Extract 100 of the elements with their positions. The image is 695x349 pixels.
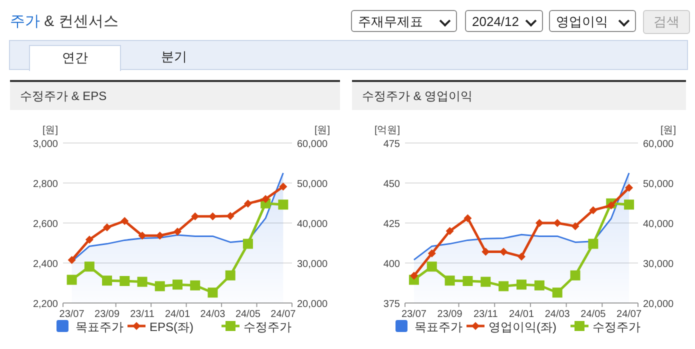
y2-tick-label: 50,000	[297, 179, 328, 190]
y2-tick-label: 40,000	[643, 219, 674, 230]
point	[500, 248, 508, 256]
y2-axis-title: [원]	[314, 125, 330, 136]
point	[535, 219, 544, 227]
y-tick-label: 375	[383, 299, 400, 310]
x-tick-label: 24/01	[164, 309, 190, 320]
point	[154, 281, 165, 292]
point	[426, 262, 437, 272]
point	[570, 270, 580, 280]
text: 영업이익	[549, 10, 636, 32]
y2-tick-label: 60,000	[297, 139, 328, 150]
legend-label: 목표주가	[76, 320, 124, 334]
legend-label: EPS(좌)	[150, 320, 194, 334]
point	[446, 227, 454, 235]
y-tick-label: 475	[383, 139, 400, 150]
point	[444, 276, 455, 286]
point	[172, 280, 182, 290]
point	[138, 232, 146, 240]
point	[498, 281, 509, 292]
y-tick-label: 400	[383, 259, 400, 270]
text: 주재무제표	[351, 10, 457, 32]
point	[279, 182, 288, 191]
point	[137, 276, 148, 287]
point	[464, 214, 472, 222]
point	[518, 252, 526, 261]
x-tick-label: 23/09	[437, 309, 463, 320]
x-tick-label: 24/03	[544, 309, 570, 320]
legend-label: 영업이익(좌)	[488, 320, 556, 334]
x-tick-label: 23/11	[474, 309, 498, 320]
x-tick-label: 23/11	[130, 309, 155, 320]
point	[85, 236, 94, 244]
point	[174, 228, 182, 236]
text: 분기	[160, 48, 188, 66]
point	[571, 222, 580, 230]
point	[589, 206, 598, 214]
point	[84, 262, 94, 272]
y-tick-label: 3,000	[32, 139, 58, 150]
legend-label: 수정주가	[244, 320, 292, 334]
text: 검색	[643, 10, 690, 34]
point	[191, 212, 200, 220]
y2-axis-title: [원]	[660, 125, 676, 136]
chart-title: 수정주가 & 영업이익	[362, 88, 473, 105]
point	[624, 200, 634, 210]
point	[68, 256, 76, 264]
text: 연간	[29, 45, 121, 71]
x-tick-label: 24/03	[200, 309, 226, 320]
y2-tick-label: 30,000	[643, 259, 674, 270]
chart-title: 수정주가 & EPS	[20, 88, 107, 105]
y2-tick-label: 30,000	[297, 259, 328, 270]
y2-tick-label: 60,000	[643, 139, 674, 150]
x-tick-label: 23/09	[94, 309, 120, 320]
point	[120, 276, 130, 286]
y2-tick-label: 20,000	[297, 299, 328, 310]
x-tick-label: 24/01	[508, 309, 534, 320]
point	[516, 280, 526, 290]
point	[480, 276, 491, 287]
point	[226, 212, 234, 220]
legend-label: 목표주가	[414, 320, 462, 334]
point	[225, 270, 236, 280]
point	[462, 276, 473, 286]
x-tick-label: 24/05	[235, 309, 261, 320]
x-tick-label: 24/05	[580, 309, 606, 320]
point	[553, 219, 562, 227]
y2-tick-label: 20,000	[643, 299, 674, 310]
y-tick-label: 2,800	[32, 179, 58, 190]
point	[66, 274, 77, 285]
y-axis-title: [원]	[42, 125, 58, 136]
point	[552, 288, 562, 298]
point	[156, 232, 164, 240]
point	[607, 201, 616, 210]
point	[102, 276, 112, 286]
y-tick-label: 2,600	[32, 219, 58, 230]
x-tick-label: 24/07	[270, 309, 296, 320]
point	[190, 280, 200, 290]
y-tick-label: 2,400	[32, 259, 58, 270]
y-axis-title: [억원]	[374, 125, 400, 136]
point	[208, 212, 217, 220]
x-tick-label: 23/07	[401, 309, 427, 320]
x-tick-label: 23/07	[59, 309, 85, 320]
point	[120, 217, 129, 225]
point	[625, 184, 634, 192]
point	[588, 238, 598, 249]
y2-tick-label: 50,000	[643, 179, 674, 190]
point	[244, 200, 252, 208]
x-tick-label: 24/07	[616, 309, 642, 320]
y-tick-label: 450	[383, 179, 400, 190]
point	[410, 272, 418, 280]
legend-label: 수정주가	[592, 320, 640, 334]
point	[278, 200, 288, 210]
point	[428, 249, 436, 258]
point	[262, 195, 270, 203]
point	[208, 288, 218, 298]
point	[534, 280, 544, 290]
y-tick-label: 425	[383, 219, 400, 230]
text: 주가 & 컨센서스	[10, 13, 118, 30]
y2-tick-label: 40,000	[297, 219, 328, 230]
point	[103, 223, 112, 232]
point	[242, 238, 253, 249]
y-tick-label: 2,200	[32, 299, 58, 310]
